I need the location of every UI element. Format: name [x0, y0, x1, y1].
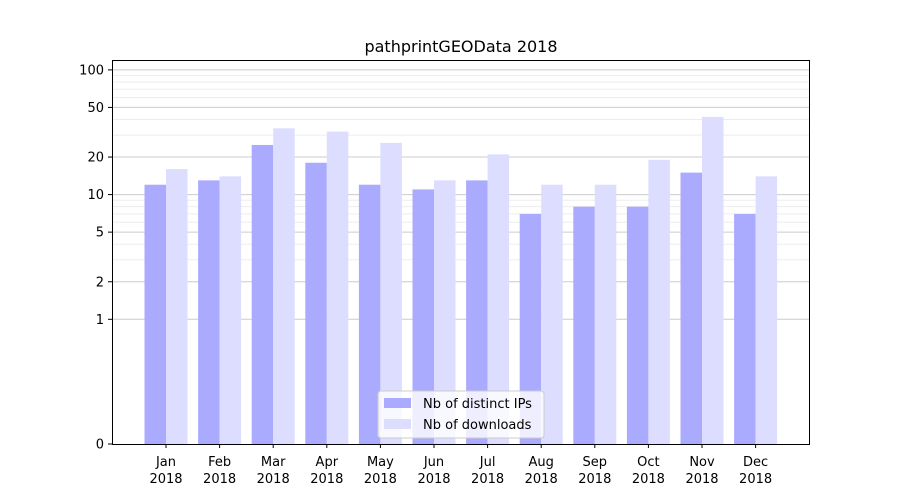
bar-distinct-ips	[144, 184, 166, 444]
x-tick-label: Oct 2018	[632, 455, 665, 487]
bar-downloads	[648, 159, 670, 444]
bar-downloads	[434, 180, 456, 444]
x-tick-label: Jul 2018	[471, 455, 504, 487]
x-axis: Jan 2018 Feb 2018 Mar 2018 Apr 2018 May 2018 Jun 20…	[149, 444, 772, 487]
y-tick-label: 10	[87, 188, 104, 203]
legend: Nb of distinct IPs Nb of downloads	[377, 390, 545, 439]
y-tick-label: 100	[79, 63, 104, 78]
plot-frame	[112, 60, 810, 445]
x-tick-label: Mar 2018	[257, 455, 290, 487]
legend-swatch	[384, 419, 411, 429]
bar-distinct-ips	[734, 213, 756, 444]
x-tick-label: Jan 2018	[149, 455, 182, 487]
legend-label: Nb of downloads	[423, 418, 532, 433]
bar-downloads	[273, 128, 295, 445]
y-tick-label: 0	[96, 438, 104, 453]
x-tick-label: Apr 2018	[310, 455, 343, 487]
bar-distinct-ips	[412, 189, 434, 444]
x-tick-label: Jun 2018	[417, 455, 450, 487]
bar-downloads	[380, 142, 402, 445]
x-tick-label: Dec 2018	[739, 455, 772, 487]
legend-swatch	[384, 398, 411, 408]
x-tick-label: Aug 2018	[525, 455, 558, 487]
x-tick-label: Feb 2018	[203, 455, 236, 487]
bar-downloads	[755, 176, 778, 444]
bar-distinct-ips	[305, 162, 327, 444]
y-tick-label: 50	[87, 101, 104, 116]
y-tick-label: 5	[96, 226, 104, 241]
x-tick-label: Nov 2018	[685, 455, 718, 487]
bar-downloads	[594, 184, 617, 444]
bar-distinct-ips	[573, 206, 595, 444]
bar-distinct-ips	[198, 180, 220, 444]
x-tick-label: Sep 2018	[578, 455, 611, 487]
bar-distinct-ips	[466, 180, 488, 444]
legend-label: Nb of distinct IPs	[423, 397, 532, 412]
bar-downloads	[219, 176, 242, 444]
bar-downloads	[166, 169, 188, 444]
bar-downloads	[326, 131, 349, 445]
bar-downloads	[541, 184, 563, 444]
bar-downloads	[702, 116, 724, 444]
bar-distinct-ips	[519, 213, 542, 444]
y-tick-label: 20	[87, 151, 104, 166]
bar-distinct-ips	[626, 206, 649, 444]
bar-distinct-ips	[358, 184, 381, 444]
y-tick-label: 2	[96, 275, 104, 290]
legend-box	[377, 390, 545, 439]
bars	[144, 116, 778, 445]
chart-title: pathprintGEOData 2018	[364, 37, 557, 56]
bar-distinct-ips	[680, 172, 702, 444]
bar-downloads	[487, 154, 510, 444]
bar-distinct-ips	[251, 144, 274, 445]
y-axis: 0 1 2 5 10 20 50 100	[79, 63, 112, 453]
x-tick-label: May 2018	[364, 455, 397, 487]
y-tick-label: 1	[96, 313, 104, 328]
